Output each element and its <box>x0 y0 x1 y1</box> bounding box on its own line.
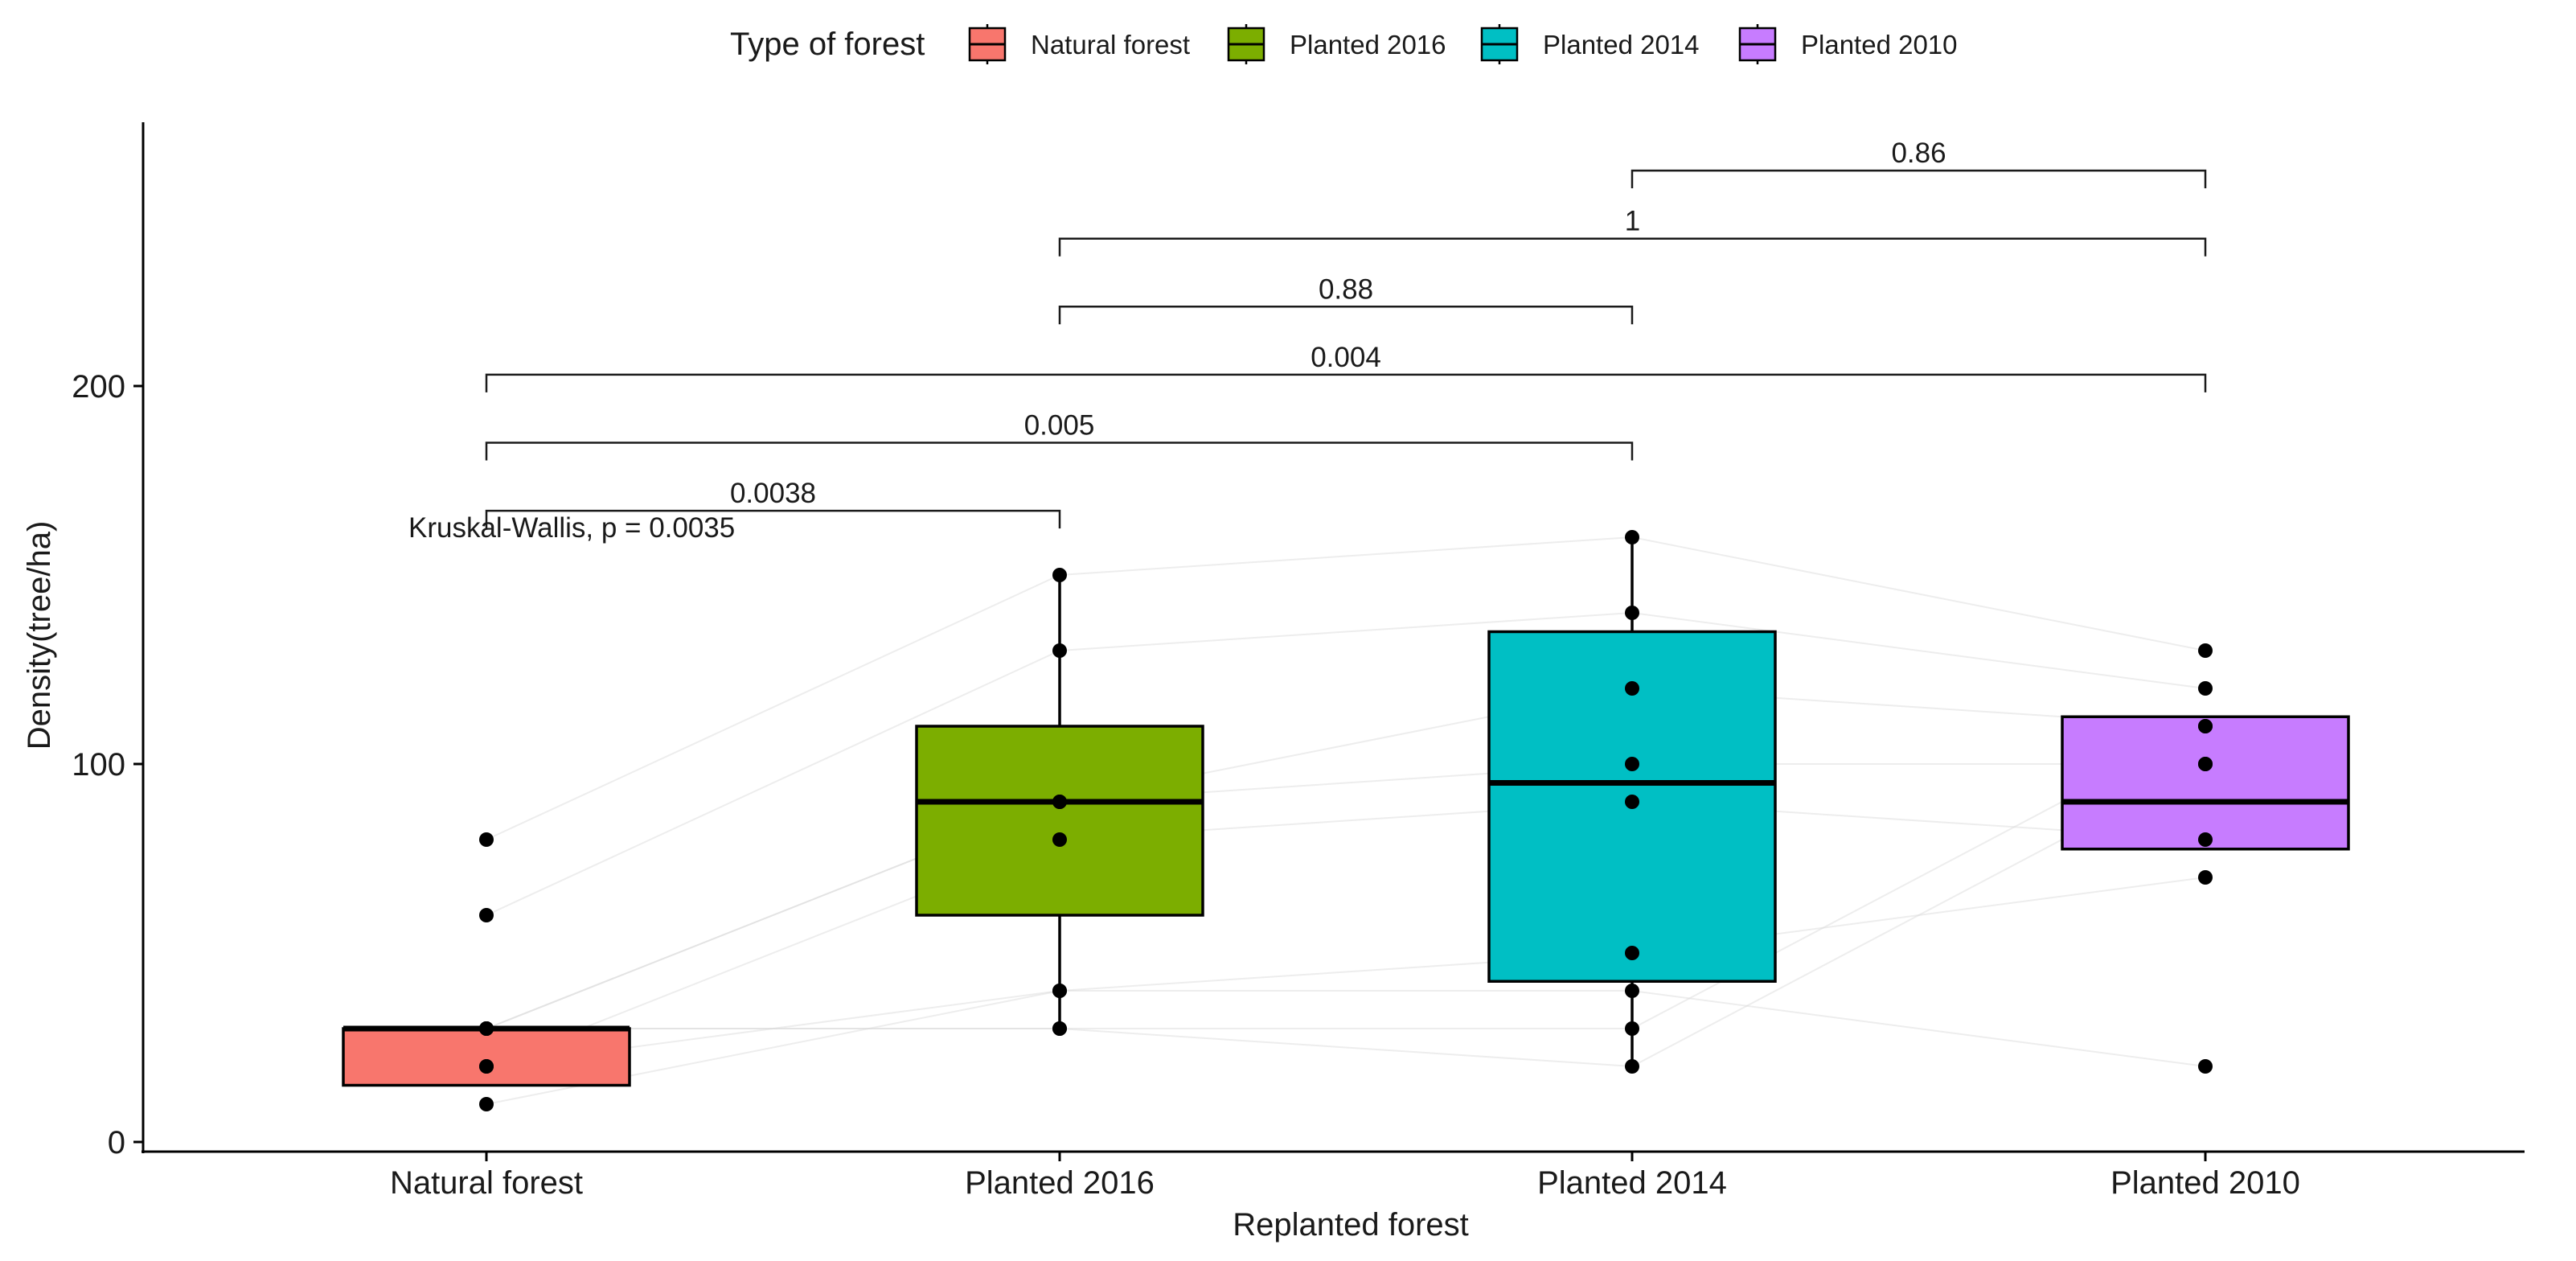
data-point <box>1052 832 1067 847</box>
axes: 0 100 200 Natural forest Planted 2016 Plante… <box>72 122 2525 1201</box>
comparison-brackets: 0.0038 0.005 0.004 0.88 1 0.86 <box>485 138 2207 529</box>
data-point <box>1052 984 1067 998</box>
x-axis-label: Replanted forest <box>1233 1207 1469 1243</box>
data-point <box>1625 530 1639 544</box>
legend-item: Planted 2016 <box>1227 24 1446 64</box>
data-point <box>479 1021 494 1036</box>
data-point <box>2198 757 2213 771</box>
comparison-bracket: 0.0038 <box>485 478 1061 529</box>
y-tick-label: 100 <box>72 747 125 782</box>
legend-label: Natural forest <box>1031 30 1190 60</box>
data-point <box>2198 681 2213 696</box>
comparison-bracket: 0.004 <box>485 342 2207 392</box>
data-point <box>1625 946 1639 960</box>
data-point <box>1625 757 1639 771</box>
box-1 <box>342 1025 631 1087</box>
comparison-bracket: 1 <box>1058 206 2207 257</box>
y-tick-label: 0 <box>108 1125 125 1160</box>
bracket-line <box>1631 169 2207 189</box>
legend-item: Planted 2014 <box>1480 24 1700 64</box>
paired-line <box>1059 612 1633 651</box>
box-body <box>342 1027 631 1087</box>
comparison-bracket: 0.88 <box>1058 273 1634 325</box>
data-point <box>1625 795 1639 809</box>
box-body <box>915 725 1204 917</box>
paired-line <box>1631 990 2206 1067</box>
p-value-label: 0.005 <box>1024 410 1095 442</box>
data-point <box>1052 1021 1067 1036</box>
box-2 <box>915 575 1204 1029</box>
bracket-line <box>485 509 1061 529</box>
data-point <box>479 1097 494 1111</box>
legend-item: Natural forest <box>968 24 1190 64</box>
data-point <box>1625 681 1639 696</box>
data-point <box>2198 832 2213 847</box>
legend-label: Planted 2016 <box>1290 30 1446 60</box>
p-value-label: 0.88 <box>1319 273 1373 305</box>
bracket-line <box>1058 306 1634 325</box>
paired-line <box>1059 1028 1633 1067</box>
paired-line <box>1059 536 1633 576</box>
box-4 <box>2061 715 2350 851</box>
bracket-line <box>1058 237 2207 257</box>
data-point <box>1052 643 1067 658</box>
legend: Type of forest Natural forest Planted 201… <box>730 24 1958 64</box>
data-point <box>1625 984 1639 998</box>
y-tick-label: 200 <box>72 369 125 405</box>
data-point <box>1625 1021 1639 1036</box>
comparison-bracket: 0.86 <box>1631 138 2207 189</box>
data-point <box>2198 643 2213 658</box>
kruskal-wallis-label: Kruskal-Wallis, p = 0.0035 <box>408 512 735 544</box>
bracket-line <box>485 373 2207 392</box>
data-point <box>479 1059 494 1074</box>
x-tick-label: Natural forest <box>390 1165 583 1201</box>
legend-label: Planted 2014 <box>1543 30 1700 60</box>
data-point <box>1625 1059 1639 1074</box>
comparison-bracket: 0.005 <box>485 410 1634 461</box>
paired-line <box>1631 536 2206 651</box>
paired-line <box>1631 612 2206 689</box>
x-tick-label: Planted 2010 <box>2110 1165 2300 1201</box>
bracket-line <box>485 442 1634 461</box>
data-point <box>2198 870 2213 885</box>
y-axis-label: Density(tree/ha) <box>22 521 57 750</box>
p-value-label: 1 <box>1625 206 1640 237</box>
paired-lines <box>486 536 2206 1105</box>
data-point <box>1625 606 1639 620</box>
paired-line <box>486 650 1060 916</box>
data-point <box>2198 719 2213 733</box>
p-value-label: 0.86 <box>1891 138 1946 169</box>
data-point <box>1052 568 1067 582</box>
data-point <box>479 908 494 922</box>
point-group <box>479 530 2213 1111</box>
data-point <box>1052 795 1067 809</box>
paired-line <box>486 574 1060 840</box>
p-value-label: 0.0038 <box>730 478 816 509</box>
legend-item: Planted 2010 <box>1738 24 1958 64</box>
data-point <box>2198 1059 2213 1074</box>
legend-title: Type of forest <box>730 27 925 62</box>
p-value-label: 0.004 <box>1311 342 1381 373</box>
data-point <box>479 832 494 847</box>
x-tick-label: Planted 2014 <box>1537 1165 1727 1201</box>
legend-label: Planted 2010 <box>1801 30 1958 60</box>
x-tick-label: Planted 2016 <box>965 1165 1155 1201</box>
box-body <box>2061 715 2350 851</box>
